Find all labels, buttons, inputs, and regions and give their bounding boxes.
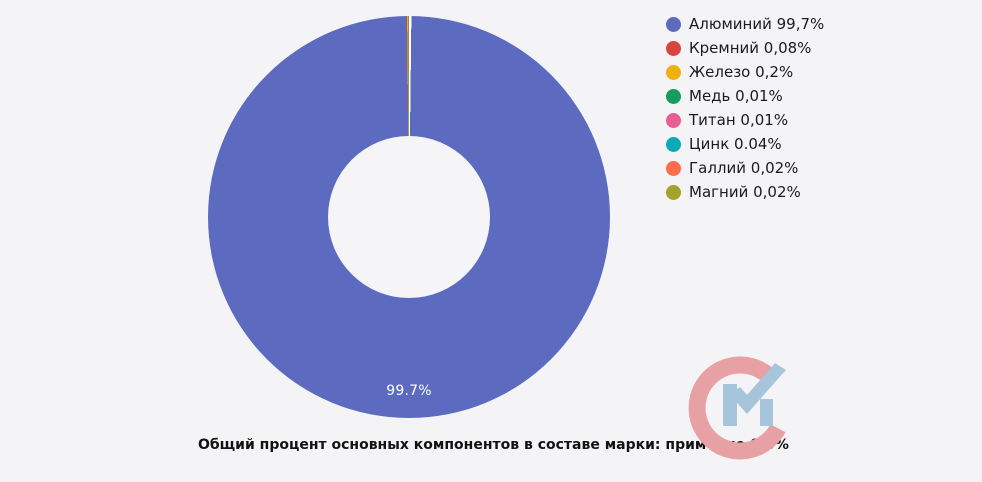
legend-item-1[interactable]: Кремний 0,08% [666, 36, 824, 60]
legend-label: Магний 0,02% [689, 183, 801, 201]
legend-swatch-icon [666, 160, 681, 176]
logo-letter-c [688, 356, 786, 460]
legend-label: Цинк 0.04% [689, 135, 782, 153]
legend-swatch-icon [666, 112, 681, 128]
legend-item-5[interactable]: Цинк 0.04% [666, 132, 824, 156]
legend-item-0[interactable]: Алюминий 99,7% [666, 12, 824, 36]
donut-hole [328, 136, 490, 298]
slice-value-label: 99.7% [386, 383, 432, 399]
legend-swatch-icon [666, 136, 681, 152]
legend-item-6[interactable]: Галлий 0,02% [666, 156, 824, 180]
legend-label: Железо 0,2% [689, 63, 794, 81]
legend-swatch-icon [666, 184, 681, 200]
legend-label: Медь 0,01% [689, 87, 783, 105]
logo-letter-m-check [723, 363, 786, 426]
donut-chart[interactable]: 99.7% [208, 16, 610, 418]
legend-label: Алюминий 99,7% [689, 15, 825, 33]
cm-watermark-logo [688, 356, 786, 460]
legend-label: Галлий 0,02% [689, 159, 799, 177]
chart-caption: Общий процент основных компонентов в сос… [198, 437, 789, 453]
legend-label: Кремний 0,08% [689, 39, 812, 57]
legend-item-7[interactable]: Магний 0,02% [666, 180, 824, 204]
legend-swatch-icon [666, 88, 681, 104]
chart-legend: Алюминий 99,7% Кремний 0,08% Железо 0,2% Ме… [666, 12, 824, 204]
legend-swatch-icon [666, 40, 681, 56]
legend-swatch-icon [666, 16, 681, 32]
legend-label: Титан 0,01% [689, 111, 789, 129]
legend-item-3[interactable]: Медь 0,01% [666, 84, 824, 108]
legend-item-4[interactable]: Титан 0,01% [666, 108, 824, 132]
legend-item-2[interactable]: Железо 0,2% [666, 60, 824, 84]
legend-swatch-icon [666, 64, 681, 80]
